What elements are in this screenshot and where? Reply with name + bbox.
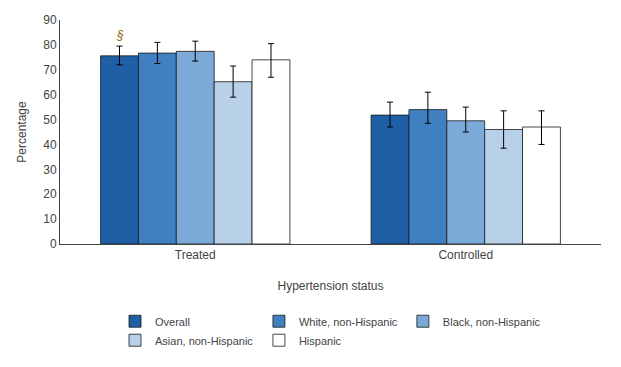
svg-text:§: § (116, 28, 124, 42)
svg-text:80: 80 (43, 38, 57, 52)
svg-text:10: 10 (43, 212, 57, 226)
svg-text:50: 50 (43, 113, 57, 127)
svg-text:Black, non-Hispanic: Black, non-Hispanic (443, 316, 541, 328)
svg-text:30: 30 (43, 163, 57, 177)
svg-text:Controlled: Controlled (438, 248, 493, 262)
svg-text:Hypertension status: Hypertension status (277, 279, 383, 293)
svg-text:Percentage: Percentage (15, 101, 29, 163)
svg-text:70: 70 (43, 63, 57, 77)
svg-text:20: 20 (43, 187, 57, 201)
svg-text:Overall: Overall (155, 316, 190, 328)
svg-text:Asian, non-Hispanic: Asian, non-Hispanic (155, 335, 253, 347)
svg-text:Hispanic: Hispanic (299, 335, 342, 347)
svg-text:90: 90 (43, 13, 57, 27)
svg-text:60: 60 (43, 88, 57, 102)
svg-text:White, non-Hispanic: White, non-Hispanic (299, 316, 398, 328)
svg-text:40: 40 (43, 138, 57, 152)
svg-text:Treated: Treated (175, 248, 216, 262)
svg-text:0: 0 (50, 237, 57, 251)
